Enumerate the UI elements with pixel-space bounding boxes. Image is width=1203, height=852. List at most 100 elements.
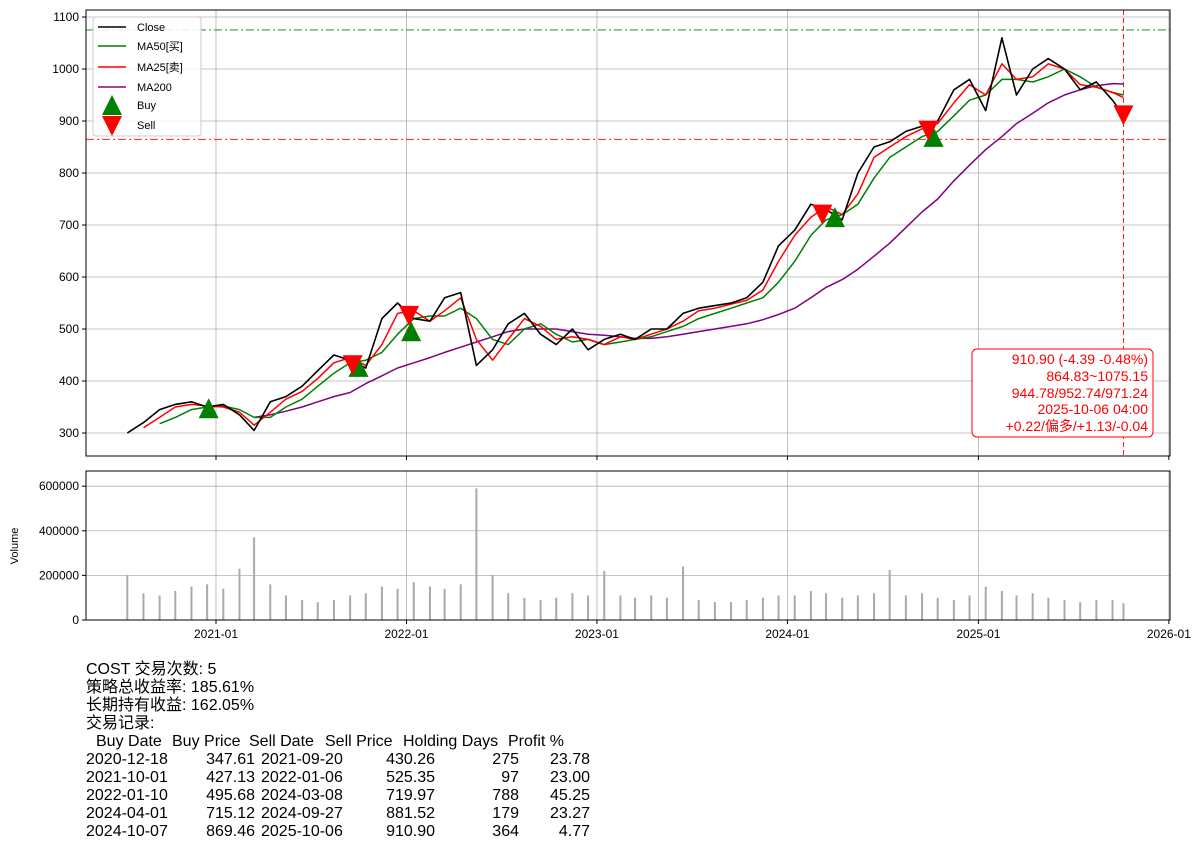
legend-ma50: MA50[买]	[137, 40, 183, 53]
volume-bar	[841, 597, 844, 620]
cell-holding-days: 97	[501, 769, 519, 786]
cell-buy-price: 495.68	[206, 787, 255, 804]
legend-sell: Sell	[137, 120, 155, 132]
cell-sell-price: 430.26	[386, 751, 435, 768]
cell-holding-days: 364	[492, 823, 519, 840]
volume-bar	[619, 595, 622, 620]
cell-holding-days: 788	[492, 787, 519, 804]
volume-bar	[1095, 599, 1098, 620]
volume-axes-frame	[85, 470, 1171, 621]
y-tick-label: 700	[59, 218, 79, 232]
cell-profit: 23.27	[549, 805, 590, 822]
volume-tick-label: 600000	[39, 479, 79, 493]
annotation-range: 864.83~1075.15	[1046, 368, 1148, 384]
legend-sell-icon	[102, 116, 122, 136]
cell-profit: 4.77	[558, 823, 590, 840]
cell-sell-date: 2022-01-06	[261, 769, 343, 786]
buy-marker	[198, 398, 219, 419]
volume-bar	[1122, 603, 1125, 620]
volume-bar	[364, 593, 367, 620]
header-sell-price: Sell Price	[325, 733, 393, 750]
cell-buy-date: 2022-01-10	[86, 787, 168, 804]
volume-bar	[222, 588, 225, 620]
volume-bar	[793, 595, 796, 620]
strategy-return-text: 策略总收益率: 185.61%	[86, 679, 255, 696]
cell-sell-date: 2024-03-08	[261, 787, 343, 804]
volume-bar	[713, 602, 716, 620]
volume-tick-label: 0	[72, 613, 79, 627]
volume-bar	[730, 602, 733, 620]
x-tick-label: 2026-01	[1147, 627, 1191, 641]
y-tick-label: 300	[59, 426, 79, 440]
header-holding-days: Holding Days	[403, 733, 499, 750]
cell-profit: 23.78	[549, 751, 590, 768]
header-sell-date: Sell Date	[249, 733, 314, 750]
legend-buy: Buy	[137, 100, 156, 112]
cell-profit: 23.00	[549, 769, 590, 786]
volume-bar	[1063, 599, 1066, 620]
volume-bar	[1031, 593, 1034, 620]
volume-bar	[1079, 602, 1082, 620]
volume-bar	[301, 599, 304, 620]
volume-bar	[745, 599, 748, 620]
volume-bar	[443, 588, 446, 620]
ma200-line	[253, 82, 1124, 419]
volume-bar	[873, 593, 876, 620]
y-tick-label: 900	[59, 114, 79, 128]
volume-bar	[174, 591, 177, 620]
cell-sell-price: 881.52	[386, 805, 435, 822]
y-tick-label: 800	[59, 166, 79, 180]
y-tick-label: 600	[59, 270, 79, 284]
volume-bar	[856, 595, 859, 620]
sell-marker	[812, 204, 833, 225]
cell-buy-date: 2021-10-01	[86, 769, 168, 786]
annotation-time: 2025-10-06 04:00	[1037, 401, 1148, 417]
y-tick-label: 400	[59, 374, 79, 388]
cell-sell-date: 2021-09-20	[261, 751, 343, 768]
volume-tick-label: 400000	[39, 524, 79, 538]
cell-profit: 45.25	[549, 787, 590, 804]
cell-buy-date: 2024-04-01	[86, 805, 168, 822]
volume-axis-label: Volume	[9, 528, 21, 565]
volume-bar	[825, 593, 828, 620]
cell-buy-price: 427.13	[206, 769, 255, 786]
volume-bar	[571, 593, 574, 620]
buy-marker	[923, 126, 944, 147]
volume-bar	[650, 595, 653, 620]
header-profit: Profit %	[508, 733, 565, 750]
trade-log-title-text: 交易记录:	[86, 715, 155, 732]
volume-bar	[984, 586, 987, 620]
legend: Close MA50[买] MA25[卖] MA200 Buy Sell	[92, 16, 202, 137]
volume-bar	[1047, 597, 1050, 620]
header-buy-price: Buy Price	[172, 733, 241, 750]
volume-bar	[936, 597, 939, 620]
volume-bar	[603, 570, 606, 620]
x-tick-label: 2022-01	[384, 627, 428, 641]
axis-ticks: 2021-01 2022-01 2023-01 2024-01 2025-01 2026-…	[39, 10, 1191, 641]
volume-bar	[206, 584, 209, 620]
sell-marker	[342, 355, 363, 376]
volume-bar	[1111, 599, 1114, 620]
volume-bar	[459, 584, 462, 620]
header-buy-date: Buy Date	[96, 733, 162, 750]
cell-holding-days: 275	[492, 751, 519, 768]
volume-bar	[761, 597, 764, 620]
hold-return-text: 长期持有收益: 162.05%	[86, 697, 255, 714]
cell-buy-price: 715.12	[206, 805, 255, 822]
cell-buy-price: 869.46	[206, 823, 255, 840]
price-axes-frame	[85, 9, 1171, 457]
legend-ma200: MA200	[137, 82, 172, 94]
volume-bar	[412, 582, 415, 620]
volume-bar	[968, 595, 971, 620]
volume-bar	[126, 575, 129, 620]
sell-marker	[399, 305, 420, 326]
volume-bar	[888, 569, 891, 620]
price-lines	[86, 10, 1170, 456]
cell-sell-price: 719.97	[386, 787, 435, 804]
volume-bar	[380, 586, 383, 620]
volume-tick-label: 200000	[39, 568, 79, 582]
sell-marker	[918, 120, 939, 141]
volume-bar	[777, 595, 780, 620]
volume-bar	[921, 593, 924, 620]
legend-close: Close	[137, 22, 165, 34]
